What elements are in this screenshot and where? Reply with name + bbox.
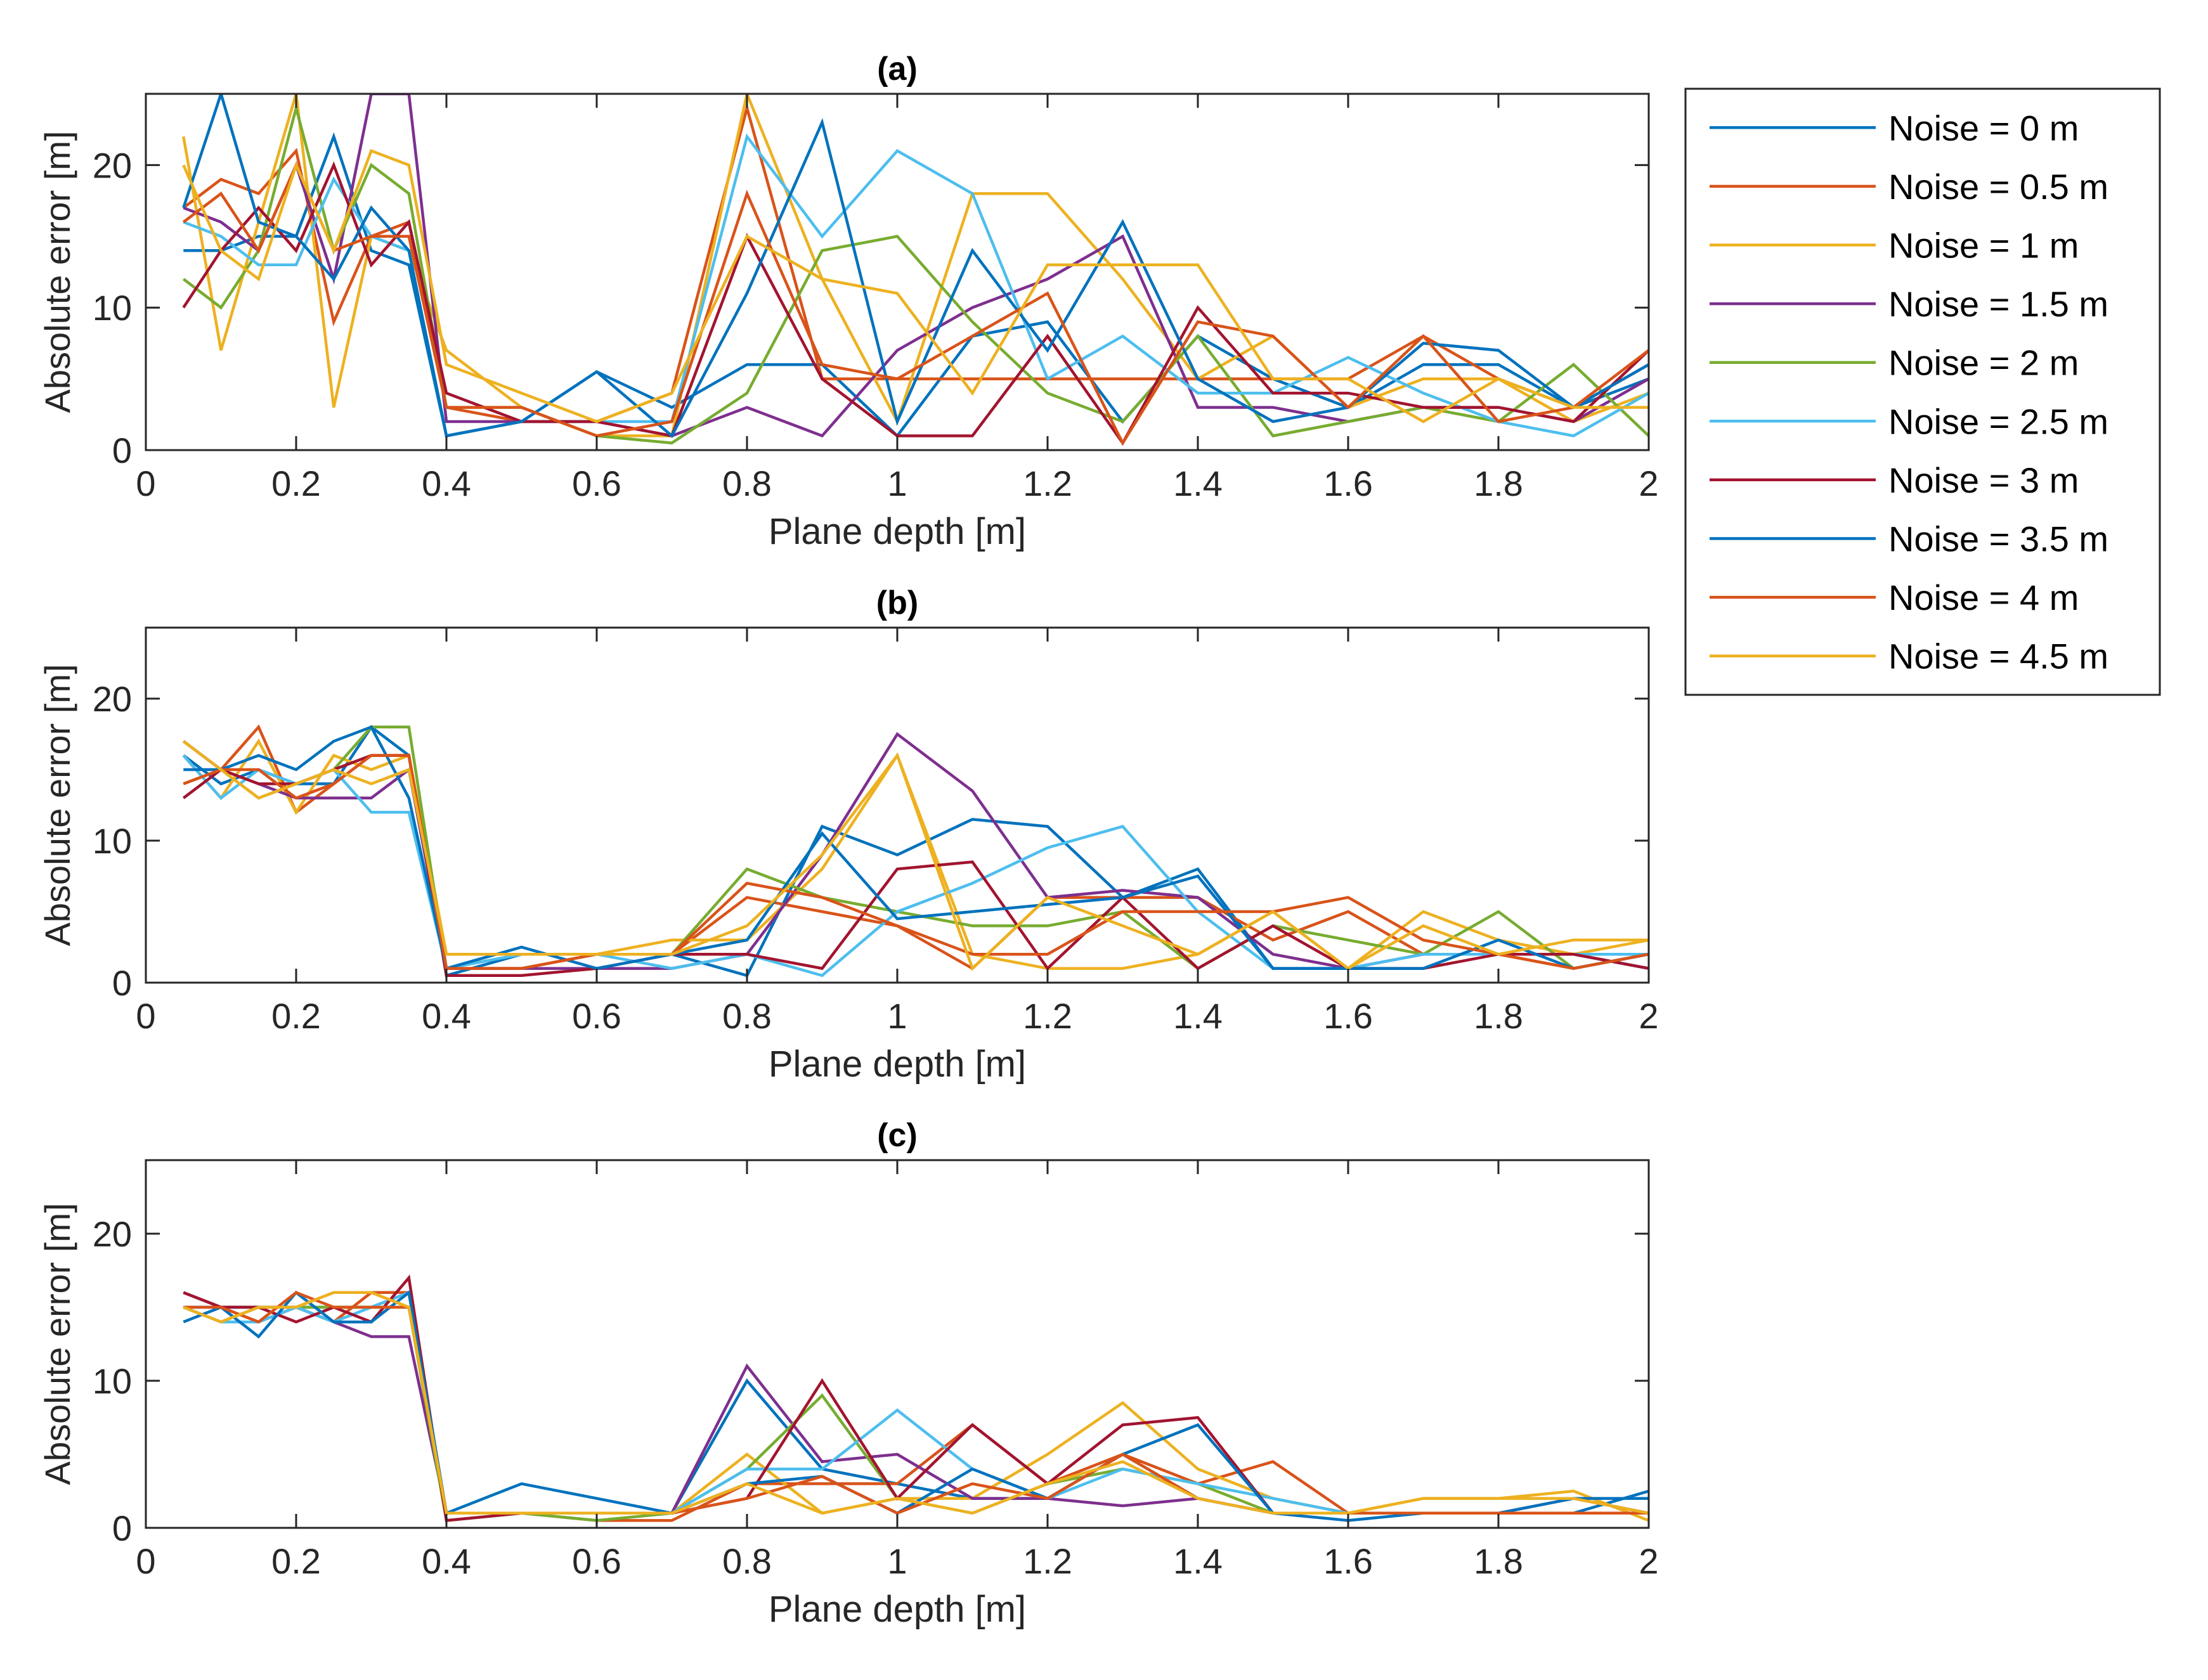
series-group	[183, 1274, 1649, 1522]
y-axis-label: Absolute error [m]	[37, 664, 77, 946]
x-tick-label: 0.4	[422, 1541, 471, 1581]
legend-label: Noise = 0.5 m	[1888, 167, 2108, 207]
series-group	[182, 94, 1649, 446]
series-line-7	[183, 1289, 1649, 1522]
legend-label: Noise = 1.5 m	[1888, 284, 2108, 324]
series-line-4	[182, 102, 1649, 445]
subplots: 0 0.2 0.4 0.6 0.8 1 1.2 1.4 1.6 1.8 201020(a)Plane…	[37, 51, 1659, 1630]
x-tick-label: 1	[887, 1541, 907, 1581]
series-line-8	[183, 1291, 1649, 1515]
x-tick-label: 1.2	[1023, 996, 1072, 1036]
x-tick-label: 1.6	[1323, 1541, 1373, 1581]
x-tick-label: 1.2	[1023, 1541, 1072, 1581]
legend-label: Noise = 4.5 m	[1888, 636, 2108, 676]
series-line-5	[183, 133, 1649, 438]
x-tick-label: 0.8	[722, 996, 772, 1036]
legend-label: Noise = 0 m	[1888, 108, 2079, 148]
x-tick-label: 1.8	[1474, 1541, 1523, 1581]
y-tick-label: 10	[93, 1361, 132, 1401]
subplot-2: 0 0.2 0.4 0.6 0.8 1 1.2 1.4 1.6 1.8 201020(b)Plane…	[37, 585, 1659, 1085]
x-tick-label: 0	[136, 1541, 155, 1581]
y-axis-label: Absolute error [m]	[37, 1203, 77, 1485]
y-tick-label: 0	[112, 1508, 132, 1548]
x-tick-label: 0.8	[722, 463, 772, 503]
series-line-9	[183, 1291, 1649, 1515]
y-tick-label: 20	[93, 679, 132, 719]
legend-label: Noise = 1 m	[1888, 226, 2079, 266]
y-tick-label: 0	[112, 963, 132, 1003]
x-tick-label: 0	[136, 463, 155, 503]
series-line-7	[183, 725, 1649, 971]
x-tick-label: 0.2	[271, 463, 321, 503]
y-tick-label: 20	[93, 145, 132, 185]
series-line-0	[183, 132, 1649, 438]
x-tick-label: 0.2	[271, 996, 321, 1036]
x-tick-label: 1.4	[1173, 463, 1223, 503]
subplot-title: (b)	[876, 585, 918, 621]
series-line-1	[182, 102, 1649, 423]
x-tick-label: 2	[1639, 996, 1658, 1036]
x-axis-label: Plane depth [m]	[769, 511, 1026, 552]
x-tick-label: 2	[1639, 463, 1658, 503]
x-tick-label: 0.6	[572, 996, 621, 1036]
x-axis-label: Plane depth [m]	[769, 1044, 1026, 1085]
x-tick-label: 0.4	[422, 996, 471, 1036]
x-tick-label: 0	[136, 996, 155, 1036]
legend-box	[1684, 87, 2161, 696]
subplot-title: (a)	[877, 51, 918, 87]
series-line-9	[182, 740, 1649, 971]
x-tick-label: 0.4	[422, 463, 471, 503]
x-tick-label: 1.4	[1173, 996, 1223, 1036]
y-tick-label: 20	[93, 1214, 132, 1254]
y-tick-label: 10	[93, 288, 132, 328]
x-tick-label: 0.6	[572, 1541, 621, 1581]
legend-label: Noise = 4 m	[1888, 578, 2079, 617]
y-tick-label: 0	[112, 430, 132, 470]
x-tick-label: 1.6	[1323, 463, 1373, 503]
x-tick-label: 0.8	[722, 1541, 772, 1581]
x-tick-label: 1.6	[1323, 996, 1373, 1036]
x-tick-label: 1.8	[1474, 463, 1523, 503]
x-tick-label: 1	[887, 996, 907, 1036]
legend-label: Noise = 3.5 m	[1888, 519, 2108, 559]
legend-label: Noise = 2 m	[1888, 343, 2079, 383]
x-tick-label: 1.4	[1173, 1541, 1223, 1581]
series-line-9	[182, 148, 1649, 423]
y-tick-label: 10	[93, 821, 132, 861]
x-axis-label: Plane depth [m]	[769, 1589, 1026, 1630]
legend-label: Noise = 2.5 m	[1888, 401, 2108, 441]
subplot-3: 0 0.2 0.4 0.6 0.8 1 1.2 1.4 1.6 1.8 201020(c)Plane…	[37, 1117, 1659, 1630]
subplot-1: 0 0.2 0.4 0.6 0.8 1 1.2 1.4 1.6 1.8 201020(a)Plane…	[37, 51, 1659, 552]
subplot-title: (c)	[877, 1117, 918, 1154]
series-group	[182, 724, 1649, 978]
x-tick-label: 0.6	[572, 463, 621, 503]
x-tick-label: 2	[1639, 1541, 1658, 1581]
x-tick-label: 0.2	[271, 1541, 321, 1581]
legend-label: Noise = 3 m	[1888, 460, 2079, 500]
legend: Noise = 0 m Noise = 0.5 m Noise = 1 m Noise…	[1684, 87, 2161, 696]
x-tick-label: 1.8	[1474, 996, 1523, 1036]
x-tick-label: 1	[887, 463, 907, 503]
x-tick-label: 1.2	[1023, 463, 1072, 503]
y-axis-label: Absolute error [m]	[37, 131, 77, 413]
